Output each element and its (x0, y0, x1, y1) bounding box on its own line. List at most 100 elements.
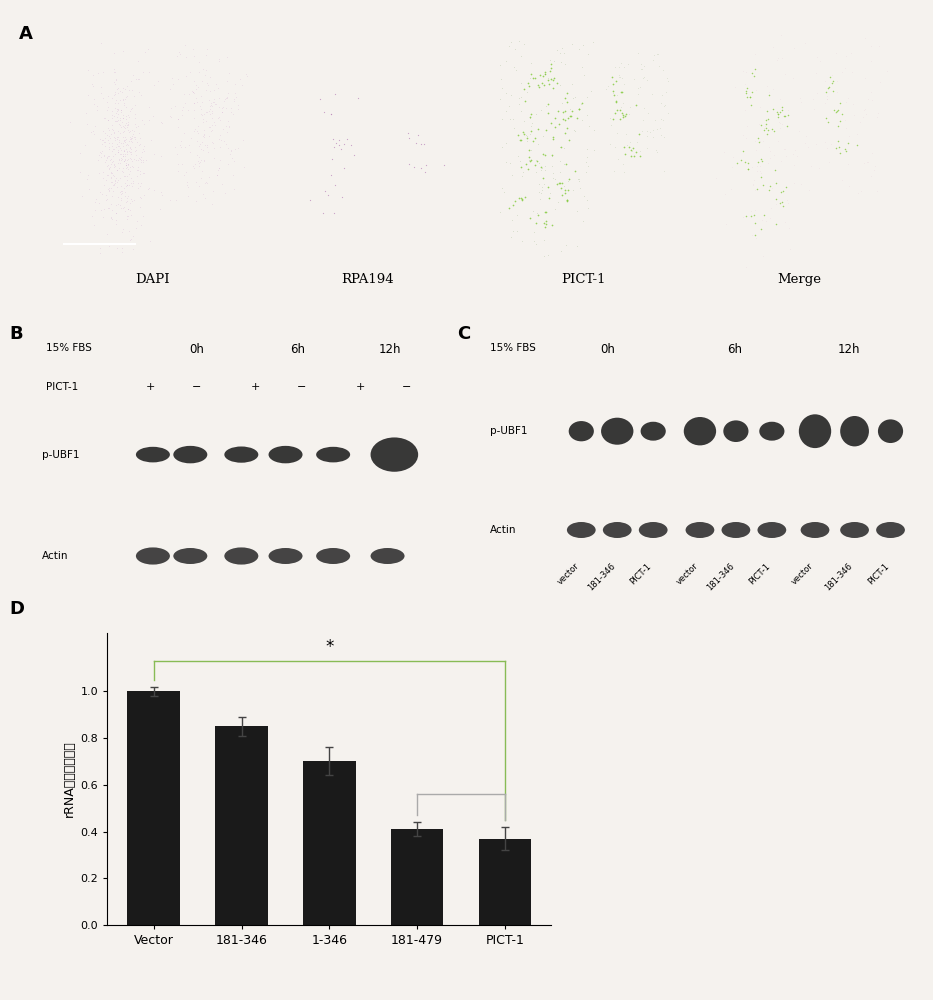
Point (154, 148, 169, 164)
Point (101, 99, 116, 115)
Point (780, 102, 795, 118)
Point (753, 163, 768, 179)
Point (141, 64, 156, 80)
Point (508, 41, 522, 57)
Point (196, 128, 211, 144)
Point (124, 130, 139, 146)
Point (130, 213, 145, 229)
Point (177, 139, 192, 155)
Point (221, 119, 236, 135)
Point (494, 80, 509, 96)
Point (529, 152, 544, 168)
Point (655, 112, 670, 128)
Point (102, 139, 117, 155)
Point (614, 99, 629, 115)
Point (854, 183, 869, 199)
Point (179, 174, 194, 190)
Point (733, 152, 748, 168)
Point (197, 190, 212, 206)
Point (863, 38, 878, 54)
Point (830, 118, 845, 134)
Point (216, 133, 231, 149)
Point (537, 66, 552, 82)
Point (630, 86, 645, 102)
Point (192, 154, 207, 170)
Point (91, 195, 106, 211)
Point (880, 63, 895, 79)
Point (112, 116, 127, 132)
Point (525, 133, 540, 149)
Point (99, 226, 114, 242)
Point (115, 146, 130, 162)
Point (754, 221, 769, 237)
Point (769, 175, 784, 191)
Point (523, 142, 538, 158)
Point (112, 151, 127, 167)
Point (757, 120, 772, 136)
Point (211, 53, 226, 69)
Point (545, 148, 560, 164)
Point (196, 142, 211, 158)
Point (540, 70, 555, 86)
Point (759, 213, 773, 229)
Point (116, 148, 131, 164)
Point (202, 169, 216, 185)
Point (123, 144, 138, 160)
Point (133, 190, 148, 206)
Point (212, 90, 227, 106)
Point (101, 183, 116, 199)
Point (334, 189, 349, 205)
Point (219, 49, 234, 65)
Point (130, 168, 145, 184)
Point (193, 98, 208, 114)
Point (789, 148, 804, 164)
Point (110, 155, 125, 171)
Point (119, 177, 134, 193)
Bar (391, 829, 443, 925)
Point (123, 131, 138, 147)
Point (190, 118, 205, 134)
Point (870, 183, 884, 199)
Point (630, 134, 645, 150)
Point (564, 103, 579, 119)
Point (205, 135, 220, 151)
Point (174, 139, 188, 155)
Point (628, 97, 643, 113)
Point (633, 79, 648, 95)
Point (637, 69, 652, 85)
Point (182, 137, 197, 153)
Point (336, 136, 351, 152)
Point (105, 153, 120, 169)
Point (757, 207, 772, 223)
Point (174, 133, 188, 149)
Point (116, 221, 131, 237)
Point (735, 63, 750, 79)
Point (121, 82, 136, 98)
Point (606, 111, 620, 127)
Point (125, 158, 140, 174)
Point (118, 134, 132, 150)
Point (409, 135, 424, 151)
Point (123, 207, 138, 223)
Point (215, 104, 230, 120)
Point (757, 122, 772, 138)
Point (660, 70, 675, 86)
Point (581, 118, 596, 134)
Point (117, 168, 132, 184)
Point (516, 164, 531, 180)
Point (93, 35, 108, 51)
Point (102, 141, 117, 157)
Point (188, 193, 203, 209)
Point (220, 113, 235, 129)
Point (417, 136, 432, 152)
Point (827, 102, 842, 118)
Point (856, 155, 871, 171)
Point (210, 167, 225, 183)
Point (554, 40, 569, 56)
Point (567, 123, 582, 139)
Point (115, 110, 130, 126)
Point (116, 129, 131, 145)
Point (745, 84, 759, 100)
Point (774, 194, 789, 210)
Point (111, 189, 126, 205)
